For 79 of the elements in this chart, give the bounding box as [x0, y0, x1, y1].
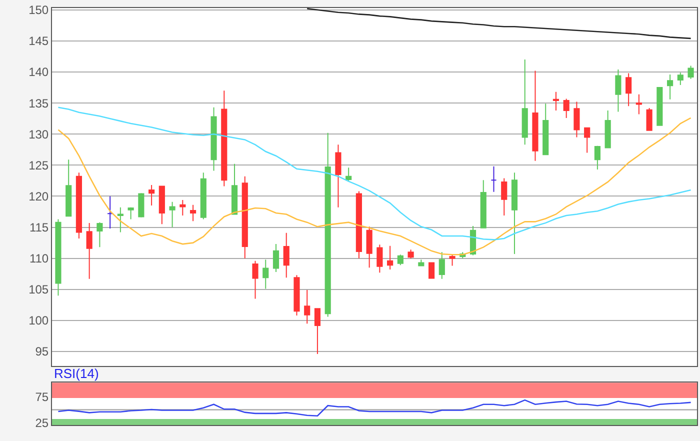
candlestick	[677, 72, 684, 86]
candlestick	[76, 172, 82, 239]
candlestick	[574, 101, 580, 138]
candlestick	[552, 91, 560, 111]
candlestick	[55, 218, 62, 296]
candlestick	[366, 226, 372, 268]
candlestick	[646, 108, 652, 131]
candlestick	[314, 308, 321, 355]
candlestick	[656, 87, 663, 126]
y-tick-label: 100	[28, 314, 49, 328]
candlestick	[626, 72, 632, 107]
candlestick	[615, 69, 622, 112]
candlestick	[594, 145, 600, 170]
y-tick-label: 115	[29, 220, 49, 234]
candlestick	[688, 65, 694, 80]
chart-title: RSI(14)	[54, 366, 99, 381]
candlestick	[262, 259, 269, 290]
y-tick-label: 125	[28, 158, 49, 172]
candlestick	[117, 206, 124, 233]
y-tick-label: 110	[29, 252, 49, 266]
line-series	[58, 106, 692, 240]
candlestick	[107, 196, 114, 230]
candlestick	[356, 190, 362, 259]
candlestick	[128, 206, 134, 220]
y-tick-label: 105	[28, 282, 49, 297]
candlestick	[200, 172, 206, 220]
y-tick-label: 25	[35, 416, 49, 430]
candlestick	[667, 74, 674, 100]
candlestick	[304, 290, 310, 324]
candlestick	[480, 180, 486, 228]
candlestick	[501, 178, 508, 216]
y-tick-label: 145	[28, 34, 49, 48]
candlestick	[636, 94, 642, 115]
y-tick-label: 140	[28, 65, 49, 80]
candlestick	[335, 144, 342, 208]
candlestick	[66, 159, 72, 217]
line-series	[306, 8, 692, 40]
candlestick	[428, 262, 435, 279]
candlestick	[148, 184, 155, 206]
candlestick	[438, 252, 445, 280]
y-tick-label: 130	[28, 127, 49, 142]
candlestick	[138, 192, 144, 218]
line-series	[58, 399, 692, 417]
candlestick	[532, 70, 538, 162]
candlestick	[408, 249, 414, 259]
candlestick	[221, 90, 228, 187]
candlestick	[490, 166, 497, 192]
y-tick-label: 135	[28, 96, 49, 110]
candlestick	[346, 167, 352, 182]
candlestick	[272, 244, 280, 273]
y-tick-label: 120	[28, 189, 49, 204]
candlestick	[511, 172, 518, 254]
candlestick	[376, 244, 383, 274]
candlestick	[252, 260, 258, 300]
candlestick	[397, 254, 404, 266]
y-tick-label: 75	[35, 390, 49, 404]
candlestick	[169, 201, 176, 228]
candlestick	[542, 103, 549, 156]
candlestick	[190, 204, 196, 222]
candlestick	[96, 222, 103, 248]
candlestick	[418, 259, 424, 266]
line-series	[58, 117, 692, 256]
candlestick	[294, 274, 300, 316]
candlestick	[283, 232, 290, 278]
candlestick	[387, 245, 394, 270]
candlestick	[210, 106, 217, 172]
candlestick	[449, 254, 456, 266]
candlestick	[158, 186, 165, 225]
candlestick	[231, 163, 238, 215]
candlestick	[86, 222, 92, 280]
candlestick	[563, 98, 570, 118]
y-tick-label: 95	[35, 344, 49, 359]
candlestick	[180, 199, 186, 216]
candlestick	[604, 110, 611, 148]
y-tick-label: 150	[28, 3, 49, 18]
candlestick	[522, 59, 528, 146]
candlestick	[242, 176, 248, 259]
candlestick	[324, 132, 331, 318]
candlestick	[584, 127, 590, 154]
